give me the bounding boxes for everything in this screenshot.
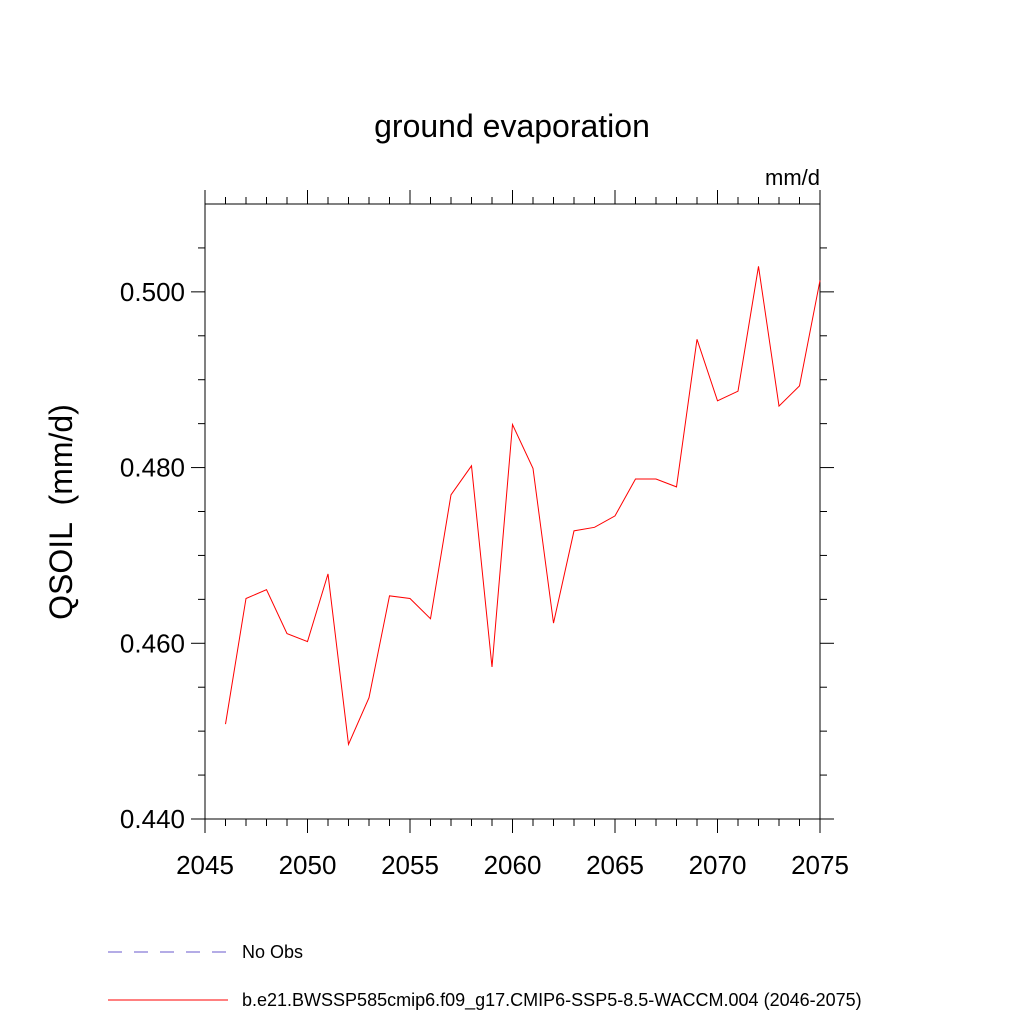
x-tick-label: 2070 (689, 850, 747, 880)
x-tick-label: 2050 (279, 850, 337, 880)
plot-frame (204, 203, 821, 820)
series-layer (225, 266, 821, 747)
x-tick-label: 2045 (176, 850, 234, 880)
legend-label: No Obs (242, 942, 303, 962)
y-tick-label: 0.460 (120, 628, 185, 658)
x-tick-label: 2065 (586, 850, 644, 880)
units-label: mm/d (765, 165, 820, 190)
series-line (225, 266, 821, 747)
y-tick-label: 0.480 (120, 453, 185, 483)
chart-title: ground evaporation (374, 108, 650, 144)
x-tick-label: 2060 (484, 850, 542, 880)
x-axis-ticks: 2045 2050 2055 2060 2065 2070 2075 (176, 190, 849, 880)
legend: No Obs b.e21.BWSSP585cmip6.f09_g17.CMIP6-… (108, 942, 862, 1011)
y-axis-label: QSOIL (mm/d) (43, 404, 79, 620)
y-tick-label: 0.500 (120, 277, 185, 307)
y-tick-label: 0.440 (120, 804, 185, 834)
x-tick-label: 2055 (381, 850, 439, 880)
y-axis-ticks: 0.440 0.460 0.480 0.500 (120, 247, 834, 834)
x-tick-label: 2075 (791, 850, 849, 880)
legend-label: b.e21.BWSSP585cmip6.f09_g17.CMIP6-SSP5-8… (242, 990, 862, 1011)
